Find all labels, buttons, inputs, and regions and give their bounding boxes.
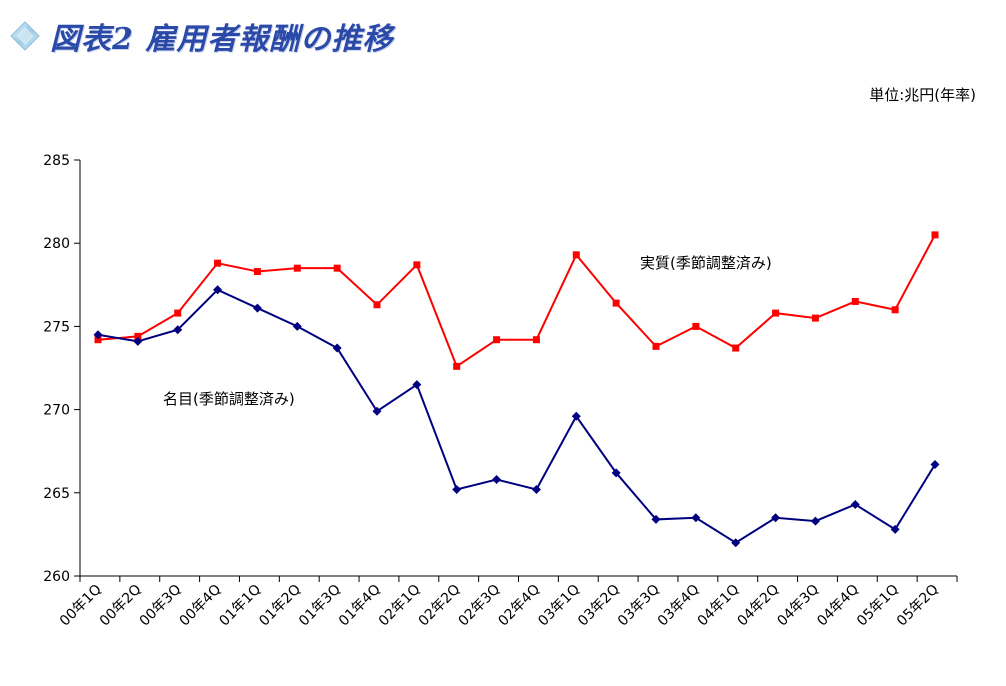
data-point-real	[373, 301, 381, 309]
x-tick-label: 00年3Q	[137, 582, 185, 630]
y-tick-label: 275	[43, 319, 70, 335]
data-point-real	[293, 264, 301, 272]
chart-title-area: 図表2 雇用者報酬の推移	[10, 14, 393, 58]
data-point-real	[134, 332, 142, 340]
data-point-nominal	[691, 513, 701, 523]
data-point-real	[811, 314, 819, 322]
data-point-nominal	[133, 336, 143, 346]
x-tick-label: 02年3Q	[455, 582, 503, 630]
data-point-real	[453, 362, 461, 370]
data-point-real	[214, 259, 222, 267]
data-point-nominal	[890, 524, 900, 534]
x-tick-label: 01年3Q	[296, 582, 344, 630]
data-point-nominal	[771, 513, 781, 523]
data-point-nominal	[651, 514, 661, 524]
x-axis-ticks: 00年1Q00年2Q00年3Q00年4Q01年1Q01年2Q01年3Q01年4Q…	[57, 576, 958, 630]
data-point-nominal	[93, 330, 103, 340]
data-point-real	[493, 336, 501, 344]
data-point-nominal	[292, 321, 302, 331]
x-tick-label: 03年2Q	[575, 582, 623, 630]
series-points	[93, 231, 940, 548]
data-point-real	[891, 306, 899, 314]
unit-label: 単位:兆円(年率)	[869, 86, 976, 104]
data-point-real	[692, 322, 700, 330]
data-point-real	[931, 231, 939, 239]
data-point-nominal	[731, 538, 741, 548]
x-tick-label: 01年4Q	[336, 582, 384, 630]
x-tick-label: 01年2Q	[256, 582, 304, 630]
chart-title: 図表2 雇用者報酬の推移	[50, 22, 394, 57]
data-point-real	[732, 344, 740, 352]
data-point-nominal	[492, 474, 502, 484]
data-point-real	[253, 267, 261, 275]
y-tick-label: 270	[43, 403, 70, 419]
data-point-real	[851, 297, 859, 305]
data-point-real	[652, 342, 660, 350]
data-point-nominal	[452, 484, 462, 494]
diamond-icon	[10, 21, 40, 51]
data-point-nominal	[810, 516, 820, 526]
data-point-nominal	[213, 285, 223, 295]
y-tick-label: 280	[43, 236, 70, 252]
data-point-real	[772, 309, 780, 317]
x-tick-label: 00年4Q	[176, 582, 224, 630]
x-tick-label: 02年4Q	[495, 582, 543, 630]
data-point-nominal	[412, 380, 422, 390]
x-tick-label: 05年1Q	[854, 582, 902, 630]
x-tick-label: 02年2Q	[416, 582, 464, 630]
data-point-real	[174, 309, 182, 317]
x-tick-label: 05年2Q	[894, 582, 942, 630]
series-line-real	[97, 234, 936, 368]
series-lines	[97, 234, 936, 544]
data-point-nominal	[611, 468, 621, 478]
data-point-nominal	[252, 303, 262, 313]
data-point-real	[532, 336, 540, 344]
x-tick-label: 03年4Q	[655, 582, 703, 630]
axes	[79, 160, 957, 577]
data-point-real	[333, 264, 341, 272]
x-tick-label: 04年2Q	[734, 582, 782, 630]
series-line-nominal	[97, 288, 936, 544]
x-tick-label: 00年2Q	[97, 582, 145, 630]
y-tick-label: 265	[43, 486, 70, 502]
x-tick-label: 03年1Q	[535, 582, 583, 630]
data-point-nominal	[571, 411, 581, 421]
data-point-real	[413, 261, 421, 269]
series-label-nominal: 名目(季節調整済み)	[163, 390, 295, 408]
x-tick-label: 04年4Q	[814, 582, 862, 630]
x-tick-label: 00年1Q	[57, 582, 105, 630]
data-point-real	[94, 336, 102, 344]
data-point-real	[572, 251, 580, 259]
x-tick-label: 02年1Q	[376, 582, 424, 630]
y-tick-label: 260	[43, 569, 70, 585]
data-point-nominal	[930, 460, 940, 470]
y-tick-label: 285	[43, 153, 70, 169]
x-tick-label: 03年3Q	[615, 582, 663, 630]
x-tick-label: 04年1Q	[695, 582, 743, 630]
series-label-real: 実質(季節調整済み)	[640, 254, 772, 272]
data-point-nominal	[332, 343, 342, 353]
y-axis-ticks: 260 265 270 275 280 285	[43, 153, 80, 585]
data-point-nominal	[372, 406, 382, 416]
x-tick-label: 04年3Q	[774, 582, 822, 630]
data-point-nominal	[850, 499, 860, 509]
x-tick-label: 01年1Q	[216, 582, 264, 630]
data-point-nominal	[531, 484, 541, 494]
data-point-nominal	[173, 325, 183, 335]
data-point-real	[612, 299, 620, 307]
